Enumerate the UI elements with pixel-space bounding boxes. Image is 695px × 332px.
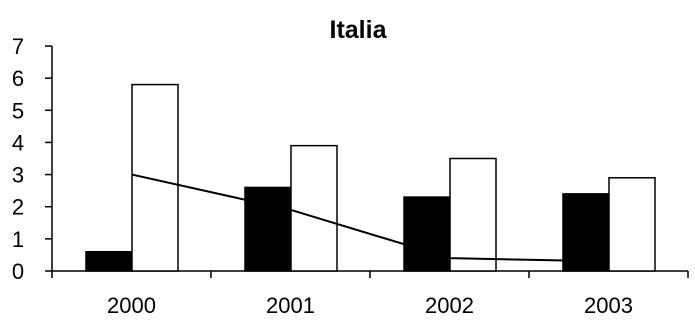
line-series-group [132, 175, 609, 262]
y-tick-label: 4 [12, 130, 24, 155]
x-tick-label: 2001 [266, 293, 315, 318]
white-bar-2001 [291, 146, 337, 271]
y-axis: 0 1 2 3 4 5 6 7 [12, 34, 52, 284]
x-tick-label: 2000 [107, 293, 156, 318]
black-bar-2000 [86, 252, 132, 271]
white-bar-2000 [132, 85, 178, 271]
x-tick-label: 2002 [425, 293, 474, 318]
y-tick-label: 2 [12, 195, 24, 220]
x-tick-label: 2003 [584, 293, 633, 318]
y-tick-label: 7 [12, 34, 24, 59]
black-bar-2002 [404, 197, 450, 271]
y-tick-label: 1 [12, 227, 24, 252]
trend-line [132, 175, 609, 262]
black-bar-2001 [245, 187, 291, 271]
chart-title: Italia [330, 16, 388, 44]
white-bar-2002 [450, 159, 496, 272]
y-tick-label: 3 [12, 163, 24, 188]
x-axis: 2000 2001 2002 2003 [52, 271, 688, 318]
y-tick-label: 0 [12, 259, 24, 284]
white-bar-2003 [609, 178, 655, 271]
black-bar-2003 [563, 194, 609, 271]
y-tick-label: 6 [12, 66, 24, 91]
y-tick-label: 5 [12, 98, 24, 123]
bars-group [86, 85, 655, 271]
